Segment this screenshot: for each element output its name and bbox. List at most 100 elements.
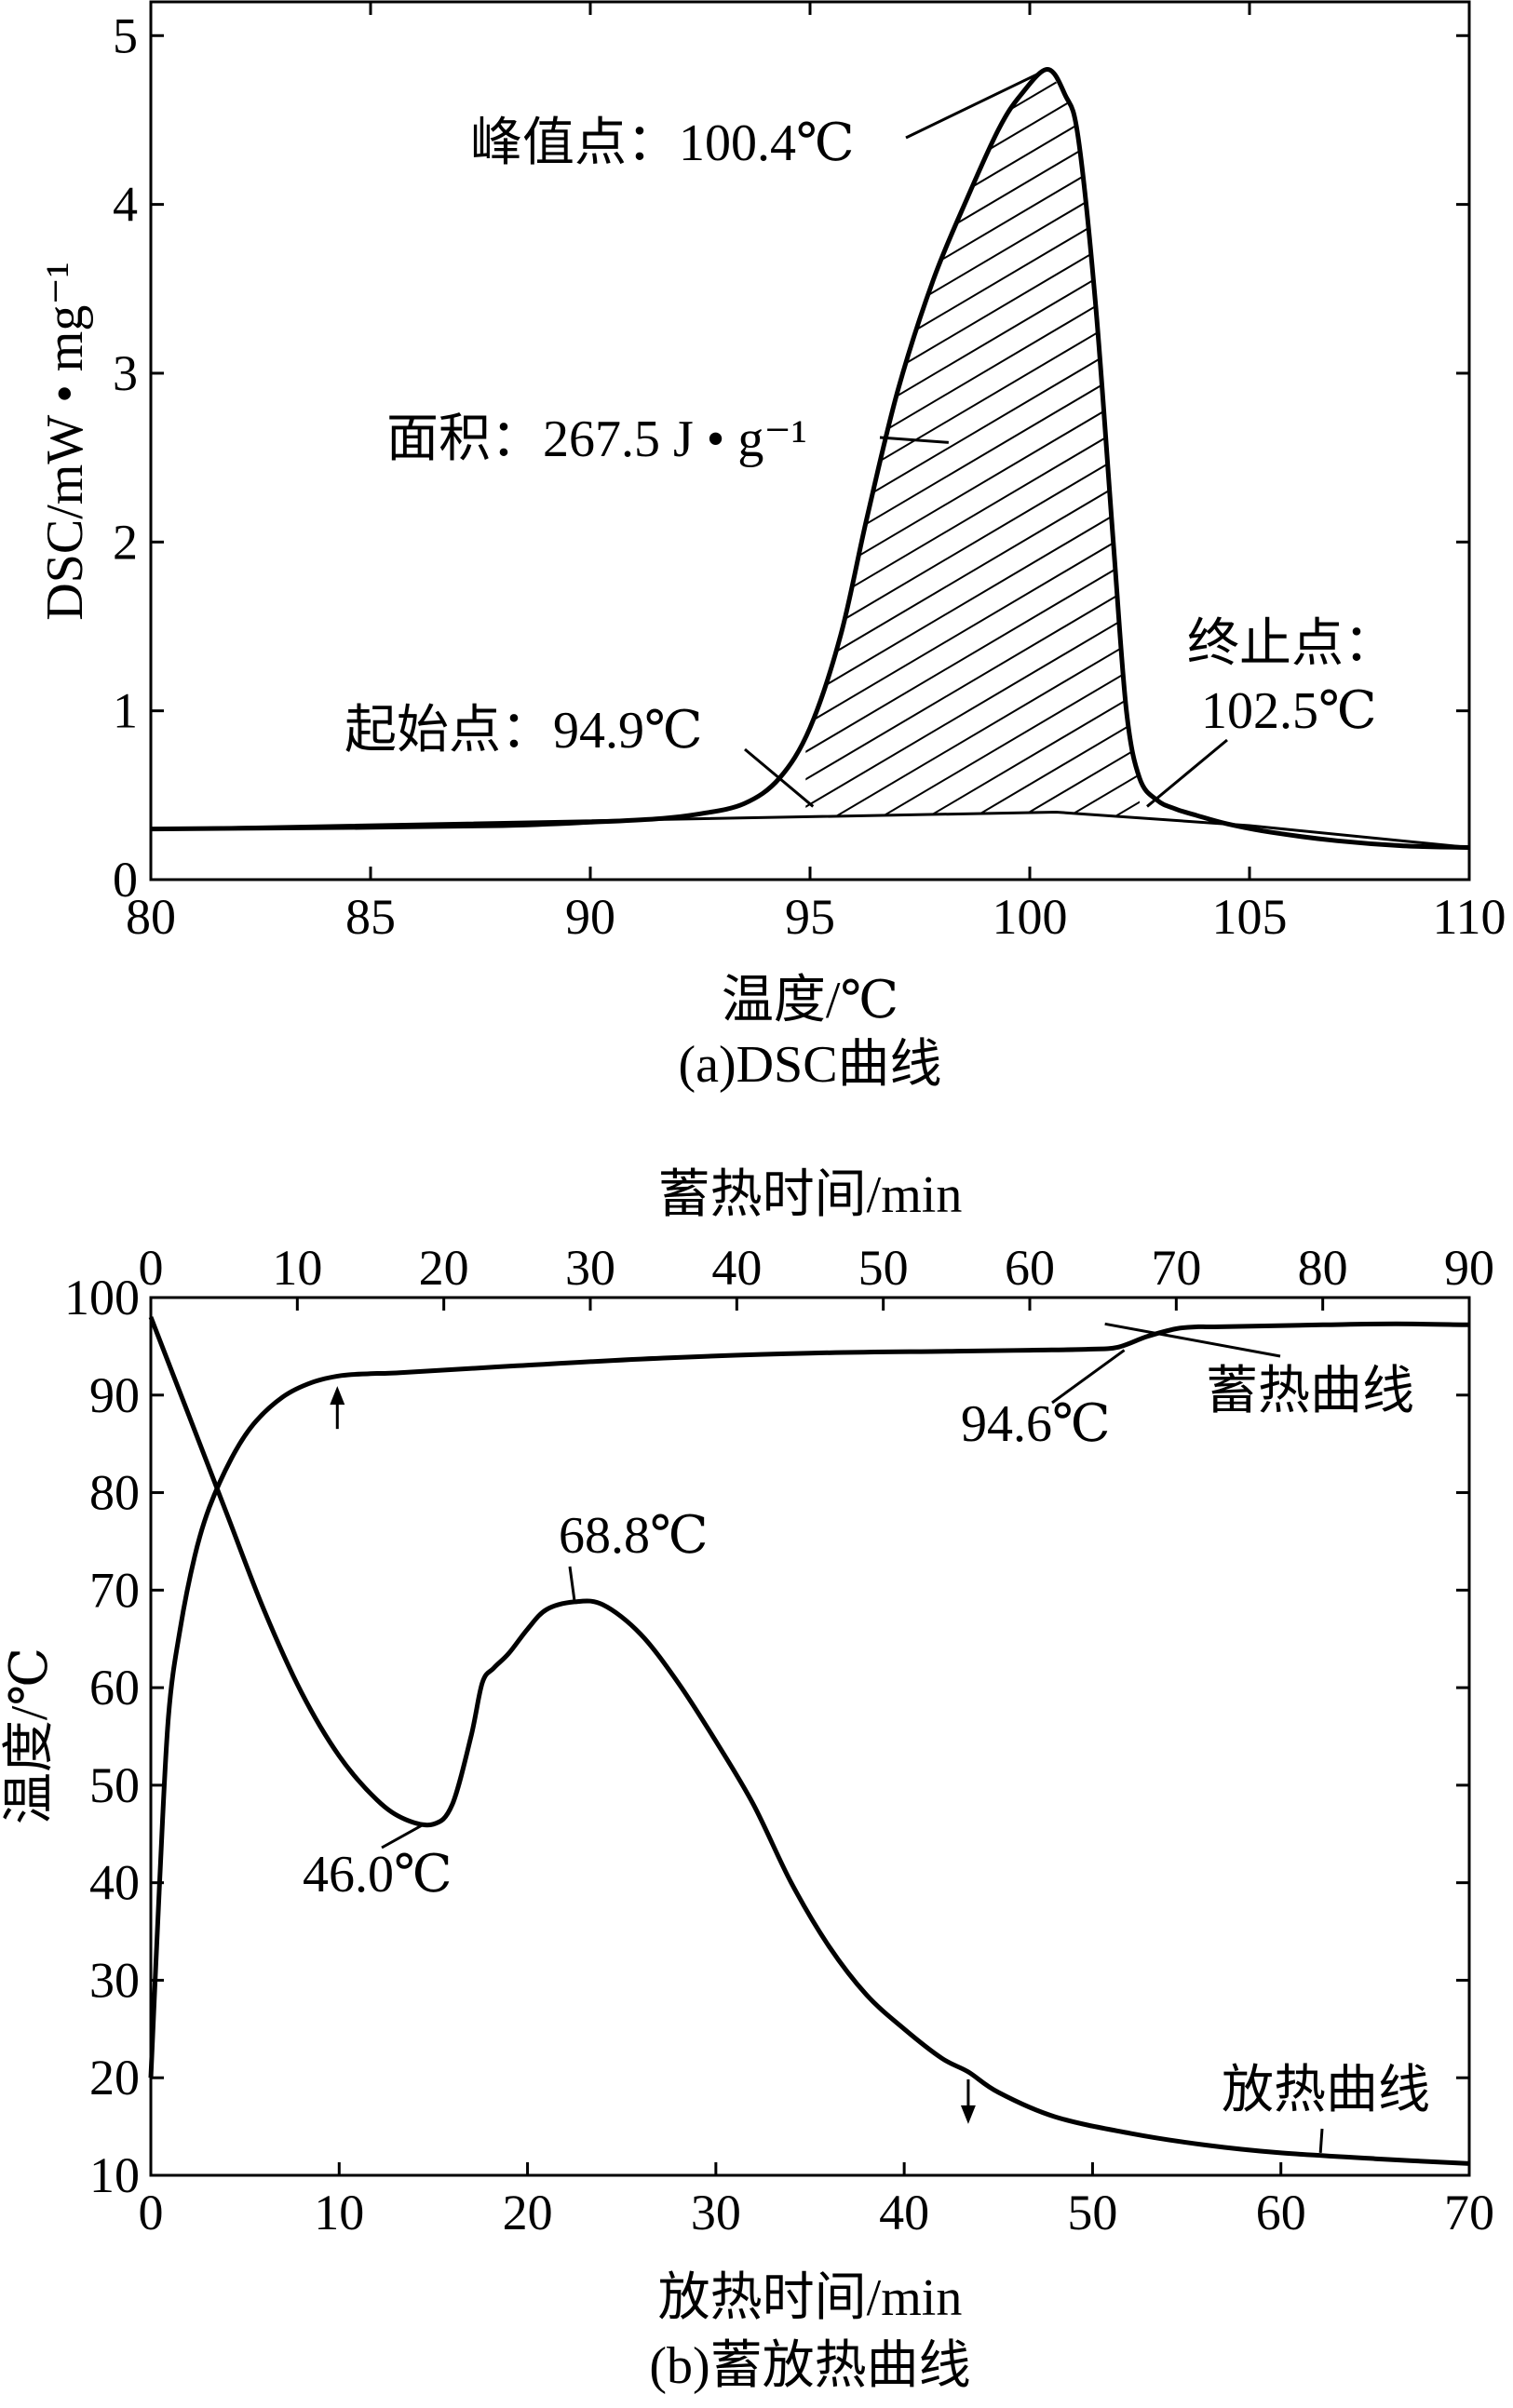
hatch-line [805, 70, 1140, 818]
hatch-line [809, 70, 1140, 818]
temp-y-tick-label: 80 [89, 1465, 140, 1521]
dsc-x-tick-label: 80 [126, 889, 176, 945]
discharge-time-tick-label: 60 [1256, 2185, 1306, 2240]
dsc-x-tick-label: 105 [1212, 889, 1288, 945]
onset-point-label: 起始点：94.9℃ [344, 702, 703, 760]
charge-time-tick-label: 60 [1005, 1240, 1055, 1296]
dsc-axes: 80 85 90 95 100 105 110 0 1 2 3 4 5 [113, 2, 1506, 945]
storage-axes: 0 10 20 30 40 50 60 700 10 20 30 40 50 60 70 80 90102030… [64, 1240, 1494, 2240]
hatch-line [805, 70, 1140, 818]
charge-time-tick-label: 20 [419, 1240, 469, 1296]
discharge-time-axis-label: 放热时间/min [658, 2269, 963, 2327]
dsc-y-tick-label: 1 [113, 683, 138, 739]
discharge-time-tick-label: 20 [503, 2185, 553, 2240]
peak-leader-line [905, 68, 1048, 140]
dsc-y-tick-label: 5 [113, 7, 138, 63]
min-temp-label: 46.0℃ [303, 1846, 453, 1904]
storage-plot-frame [149, 1296, 1471, 2177]
hatch-line [805, 70, 1140, 818]
max-temp-leader-line [568, 1566, 576, 1603]
discharge-time-tick-label: 40 [879, 2185, 929, 2240]
charge-time-tick-label: 90 [1444, 1240, 1494, 1296]
hatch-line [805, 70, 1140, 818]
temp-y-tick-label: 30 [89, 1952, 140, 2008]
area-label: 面积：267.5 J • g⁻¹ [386, 410, 807, 468]
hatch-line [805, 70, 1140, 818]
discharge-time-tick-label: 0 [139, 2185, 164, 2240]
dsc-chart: 80 85 90 95 100 105 110 0 1 2 3 4 5 峰值点：100.4℃ 面积：26… [36, 0, 1513, 1094]
area-leader-line [879, 436, 949, 444]
dsc-x-tick-label: 110 [1433, 889, 1506, 945]
hatch-line [805, 70, 1140, 818]
dsc-y-tick-label: 3 [113, 345, 138, 401]
heat-discharge-curve [148, 1316, 1470, 2166]
hatch-line [949, 70, 1140, 818]
dsc-y-tick-label: 0 [113, 852, 138, 908]
heat-charge-curve [148, 1321, 1470, 2078]
dsc-x-tick-label: 95 [785, 889, 835, 945]
hatch-line [805, 70, 1140, 818]
temp-y-tick-label: 20 [89, 2050, 140, 2105]
hatch-line [805, 70, 1140, 818]
dsc-caption: (a)DSC曲线 [678, 1036, 941, 1094]
temp-y-tick-label: 40 [89, 1855, 140, 1911]
heat-storage-release-chart: 蓄热时间/min 0 10 20 30 40 50 60 700 10 20 30 40 50 60 70 8… [1, 1166, 1494, 2395]
dsc-annotations: 峰值点：100.4℃ 面积：267.5 J • g⁻¹ 起始点：94.9℃ 终止… [344, 68, 1396, 808]
endset-point-label-line1: 终止点： [1187, 615, 1396, 673]
curve-arrows [330, 1386, 976, 2124]
charge-time-axis-label: 蓄热时间/min [658, 1166, 963, 1224]
charge-curve-label: 蓄热曲线 [1206, 1363, 1414, 1420]
discharge-time-tick-label: 50 [1067, 2185, 1117, 2240]
min-temp-leader-line [381, 1823, 426, 1850]
storage-caption: (b)蓄放热曲线 [649, 2337, 970, 2395]
discharge-time-tick-label: 10 [314, 2185, 364, 2240]
dsc-y-tick-label: 2 [113, 514, 138, 570]
dsc-x-tick-label: 85 [345, 889, 396, 945]
hatch-line [1182, 0, 1513, 1024]
endset-point-label-line2: 102.5℃ [1201, 682, 1377, 740]
transition-temp-leader-line [1051, 1349, 1126, 1405]
dsc-y-tick-label: 4 [113, 177, 138, 233]
temp-y-tick-label: 50 [89, 1757, 140, 1813]
discharge-curve-label: 放热曲线 [1222, 2062, 1430, 2119]
discharge-end-arrow-head [960, 2105, 976, 2124]
temp-y-tick-label: 70 [89, 1562, 140, 1618]
discharge-time-tick-label: 70 [1444, 2185, 1494, 2240]
temp-y-tick-label: 90 [89, 1367, 140, 1423]
discharge-time-tick-label: 30 [691, 2185, 741, 2240]
hatch-line [805, 70, 1140, 818]
hatch-line [856, 70, 1140, 818]
hatch-line [1322, 0, 1513, 1024]
onset-leader-line [744, 747, 815, 808]
storage-annotations: 68.8℃ 46.0℃ 94.6℃ 蓄热曲线 放热曲线 [303, 1322, 1430, 2154]
hatch-line [1135, 70, 1140, 818]
dsc-x-axis-label: 温度/℃ [722, 972, 898, 1029]
hatch-line [1508, 0, 1513, 1024]
endset-leader-line [1146, 738, 1228, 808]
discharge-curve-leader-line [1318, 2128, 1324, 2154]
dsc-x-tick-label: 100 [993, 889, 1068, 945]
charge-time-tick-label: 80 [1298, 1240, 1348, 1296]
transition-temp-label: 94.6℃ [961, 1395, 1111, 1453]
dsc-baseline [151, 810, 1469, 849]
charge-start-arrow-head [330, 1386, 345, 1406]
temp-y-tick-label: 60 [89, 1660, 140, 1715]
charge-time-tick-label: 70 [1151, 1240, 1201, 1296]
storage-y-axis-label: 温度/℃ [1, 1648, 59, 1824]
dsc-curve [151, 66, 1469, 850]
dsc-y-axis-label: DSC/mW • mg⁻¹ [36, 262, 94, 620]
temp-y-tick-label: 10 [89, 2147, 140, 2203]
hatch-line [1088, 70, 1140, 818]
temp-y-tick-label: 100 [64, 1270, 140, 1325]
max-temp-label: 68.8℃ [559, 1507, 709, 1565]
dsc-x-tick-label: 90 [565, 889, 615, 945]
charge-time-tick-label: 50 [858, 1240, 909, 1296]
charge-time-tick-label: 10 [272, 1240, 322, 1296]
charge-time-tick-label: 0 [139, 1240, 164, 1296]
charge-time-tick-label: 30 [565, 1240, 615, 1296]
charge-curve-leader-line [1104, 1322, 1281, 1358]
hatch-line [1415, 0, 1513, 1024]
hatch-line [1369, 0, 1513, 1024]
charge-time-tick-label: 40 [711, 1240, 762, 1296]
